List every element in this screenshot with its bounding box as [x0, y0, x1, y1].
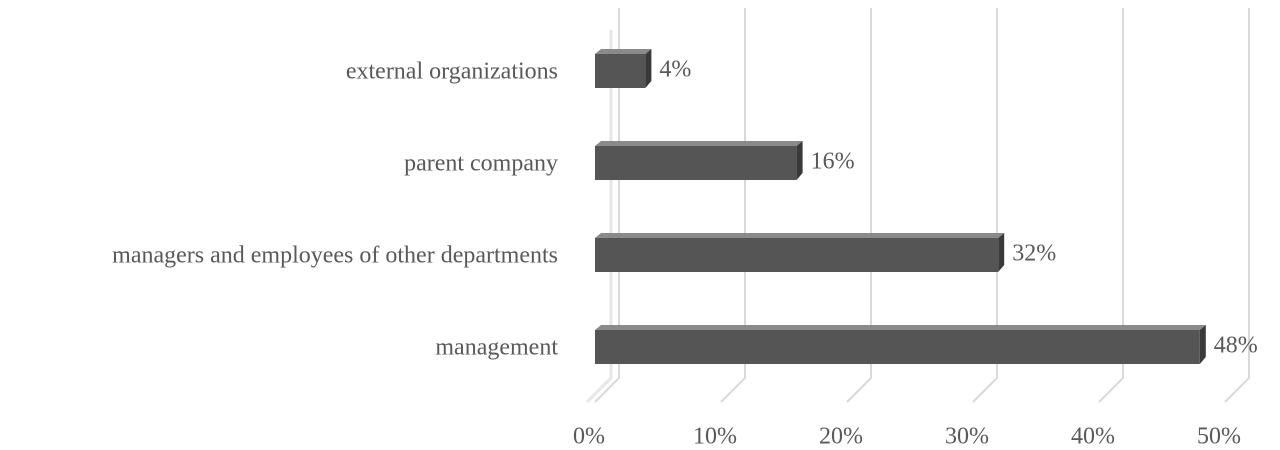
x-tick-label: 10% [693, 424, 737, 450]
bar [595, 146, 797, 180]
bar-side [1199, 325, 1206, 364]
y-tick-label: external organizations [346, 59, 558, 85]
x-tick-label: 20% [819, 424, 863, 450]
value-label: 16% [811, 149, 855, 175]
grid-line [1224, 8, 1250, 403]
x-tick-label: 50% [1197, 424, 1241, 450]
grid-line [846, 8, 872, 403]
x-tick-label: 40% [1071, 424, 1115, 450]
bar [595, 330, 1200, 364]
bar [595, 54, 646, 88]
y-tick-label: management [435, 335, 558, 361]
bar-top [595, 233, 1005, 238]
y-tick-label: managers and employees of other departme… [112, 243, 558, 269]
x-tick-label: 30% [945, 424, 989, 450]
bar [595, 238, 999, 272]
bar-top [595, 325, 1206, 330]
y-tick-label: parent company [404, 151, 558, 177]
bar-top [595, 49, 652, 54]
grid-line [972, 8, 998, 403]
value-label: 4% [659, 57, 691, 83]
grid-line [1098, 8, 1124, 403]
x-tick-label: 0% [573, 424, 605, 450]
bar-top [595, 141, 803, 146]
value-label: 48% [1214, 333, 1258, 359]
bar-side [998, 233, 1005, 272]
bar-side [645, 49, 652, 88]
bar-side [796, 141, 803, 180]
grid-line [594, 8, 620, 403]
grid-line [720, 8, 746, 403]
value-label: 32% [1012, 241, 1056, 267]
